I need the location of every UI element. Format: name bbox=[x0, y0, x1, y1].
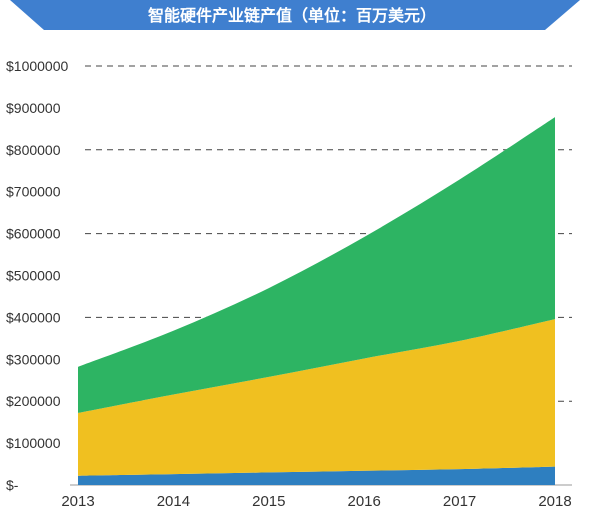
y-tick-label: $500000 bbox=[6, 268, 61, 284]
y-tick-label: $400000 bbox=[6, 309, 61, 325]
y-tick-label: $100000 bbox=[6, 435, 61, 451]
area-series-group bbox=[78, 117, 555, 485]
area-series-2 bbox=[78, 319, 555, 476]
y-axis-ticks: $- $100000 $200000 $300000 $400000 $500000 $60… bbox=[6, 58, 69, 493]
y-tick-label: $1000000 bbox=[6, 58, 69, 74]
x-tick-label: 2018 bbox=[538, 493, 571, 510]
y-tick-label: $700000 bbox=[6, 184, 61, 200]
x-tick-label: 2013 bbox=[61, 493, 94, 510]
y-tick-label: $800000 bbox=[6, 142, 61, 158]
chart-title: 智能硬件产业链产值（单位：百万美元） bbox=[148, 6, 436, 25]
area-series-1 bbox=[78, 466, 555, 485]
x-tick-label: 2014 bbox=[157, 493, 190, 510]
area-series-3 bbox=[78, 117, 555, 413]
y-tick-label: $600000 bbox=[6, 226, 61, 242]
x-tick-label: 2017 bbox=[443, 493, 476, 510]
title-banner bbox=[10, 0, 580, 30]
watermark-text: ... bbox=[576, 0, 585, 9]
y-tick-label: $900000 bbox=[6, 100, 61, 116]
x-tick-label: 2016 bbox=[348, 493, 381, 510]
y-tick-label: $- bbox=[6, 477, 19, 493]
x-tick-label: 2015 bbox=[252, 493, 285, 510]
y-tick-label: $200000 bbox=[6, 393, 61, 409]
x-axis-ticks: 2013 2014 2015 2016 2017 2018 bbox=[61, 493, 571, 510]
y-tick-label: $300000 bbox=[6, 351, 61, 367]
